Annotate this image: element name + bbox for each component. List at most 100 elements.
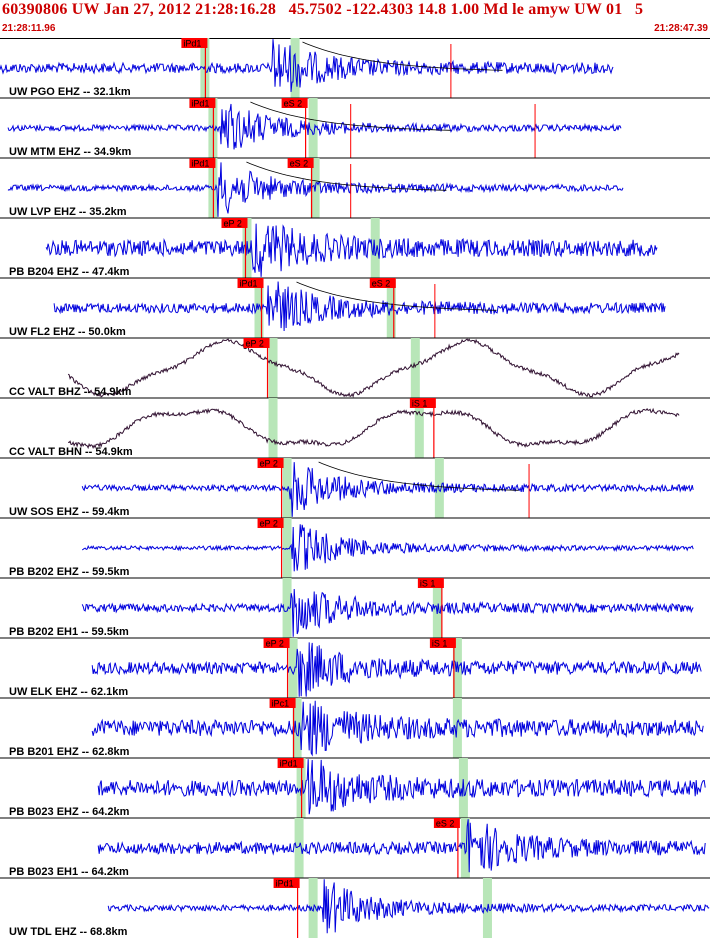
trace-row[interactable]: iPc1 PB B201 EHZ -- 62.8km: [0, 697, 710, 758]
trace-row[interactable]: eP 2 iS 1 UW ELK EHZ -- 62.1km: [0, 637, 710, 698]
pick-label: eP 2: [223, 219, 241, 229]
trace-row[interactable]: iPd1 eS 2 UW FL2 EHZ -- 50.0km: [0, 277, 710, 338]
waveform: [53, 281, 666, 332]
station-label: PB B202 EHZ -- 59.5km: [9, 566, 130, 578]
waveform: [81, 462, 694, 517]
trace-row[interactable]: iS 1 PB B202 EH1 -- 59.5km: [0, 577, 710, 638]
pick-label-box: [281, 98, 308, 108]
coda-decay-curve: [296, 281, 497, 311]
trace-row[interactable]: eS 2 PB B023 EH1 -- 64.2km: [0, 817, 710, 878]
waveform: [81, 524, 694, 572]
pick-label-box: [189, 98, 216, 108]
station-label: UW TDL EHZ -- 68.8km: [9, 926, 128, 938]
pick-label: iPd1: [191, 159, 209, 169]
time-range-end: 21:28:47.39: [654, 23, 708, 34]
pick-label-box: [221, 218, 248, 228]
trace-row[interactable]: iPd1 eS 2 UW MTM EHZ -- 34.9km: [0, 97, 710, 158]
waveform: [7, 162, 624, 217]
waveform: [7, 103, 622, 150]
phase-window-band: [414, 398, 424, 458]
phase-window-band: [290, 38, 300, 98]
waveform: [45, 223, 658, 277]
pick-label: iPd1: [183, 39, 201, 49]
trace-row[interactable]: eP 2 CC VALT BHZ -- 54.9km: [0, 337, 710, 398]
pick-label: iPc1: [272, 699, 290, 709]
waveform: [67, 338, 680, 398]
pick-label: eP 2: [246, 339, 264, 349]
pick-label: iPd1: [280, 759, 298, 769]
pick-label-box: [189, 158, 216, 168]
pick-label-box: [287, 158, 314, 168]
waveform: [91, 700, 704, 757]
waveform: [0, 39, 614, 92]
phase-window-band: [282, 458, 292, 518]
station-label: UW MTM EHZ -- 34.9km: [9, 146, 131, 158]
station-label: PB B201 EHZ -- 62.8km: [9, 746, 130, 758]
phase-window-band: [308, 98, 318, 158]
waveform: [97, 819, 706, 873]
pick-label: iPd1: [191, 99, 209, 109]
waveform: [81, 588, 694, 637]
phase-window-band: [370, 218, 380, 278]
trace-row[interactable]: iS 1 CC VALT BHN -- 54.9km: [0, 397, 710, 458]
pick-label-box: [409, 398, 436, 408]
pick-label: iS 1: [420, 579, 436, 589]
station-label: PB B204 EHZ -- 47.4km: [9, 266, 130, 278]
pick-label-box: [257, 458, 284, 468]
trace-row[interactable]: eP 2 UW SOS EHZ -- 59.4km: [0, 457, 710, 518]
pick-label-box: [433, 818, 460, 828]
station-label: UW PGO EHZ -- 32.1km: [9, 86, 131, 98]
station-label: PB B023 EH1 -- 64.2km: [9, 866, 129, 878]
phase-window-band: [308, 878, 318, 938]
phase-window-band: [292, 698, 302, 758]
pick-label-box: [243, 338, 270, 348]
pick-label-box: [277, 758, 304, 768]
coda-decay-curve: [246, 161, 447, 191]
trace-row[interactable]: iPd1 eS 2 UW LVP EHZ -- 35.2km: [0, 157, 710, 218]
pick-label: eP 2: [260, 519, 278, 529]
pick-label: eS 2: [436, 819, 455, 829]
trace-row[interactable]: iPd1 PB B023 EHZ -- 64.2km: [0, 757, 710, 818]
station-label: PB B023 EHZ -- 64.2km: [9, 806, 130, 818]
pick-label-box: [257, 518, 284, 528]
station-label: UW SOS EHZ -- 59.4km: [9, 506, 130, 518]
pick-label: iS 1: [432, 639, 448, 649]
pick-label-box: [429, 638, 456, 648]
trace-panel[interactable]: iPd1 UW PGO EHZ -- 32.1km iPd1 eS 2 UW MTM E…: [0, 38, 710, 938]
event-header: 60390806 UW Jan 27, 2012 21:28:16.28 45.…: [0, 0, 710, 39]
event-title: 60390806 UW Jan 27, 2012 21:28:16.28 45.…: [2, 1, 644, 18]
pick-label: iS 1: [412, 399, 428, 409]
pick-label-box: [263, 638, 290, 648]
pick-label: eS 2: [372, 279, 391, 289]
pick-label: eS 2: [290, 159, 309, 169]
phase-window-band: [434, 458, 444, 518]
pick-label-box: [369, 278, 396, 288]
station-label: UW FL2 EHZ -- 50.0km: [9, 326, 126, 338]
phase-window-band: [254, 278, 264, 338]
phase-window-band: [452, 698, 462, 758]
waveform: [91, 642, 702, 697]
pick-label-box: [417, 578, 444, 588]
pick-label: eP 2: [266, 639, 284, 649]
phase-window-band: [268, 338, 278, 398]
phase-window-band: [410, 338, 420, 398]
phase-window-band: [288, 638, 298, 698]
time-range-start: 21:28:11.96: [2, 23, 56, 34]
pick-label-box: [237, 278, 264, 288]
phase-window-band: [294, 818, 304, 878]
pick-label-box: [273, 878, 300, 888]
trace-row[interactable]: iPd1 UW TDL EHZ -- 68.8km: [0, 877, 710, 938]
pick-label-box: [269, 698, 296, 708]
trace-row[interactable]: eP 2 PB B202 EHZ -- 59.5km: [0, 517, 710, 578]
trace-row[interactable]: iPd1 UW PGO EHZ -- 32.1km: [0, 38, 614, 98]
phase-window-band: [282, 578, 292, 638]
phase-window-band: [282, 518, 292, 578]
phase-window-band: [460, 818, 470, 878]
pick-label: iPd1: [276, 879, 294, 889]
waveform: [67, 407, 680, 450]
coda-decay-curve: [302, 41, 503, 71]
trace-row[interactable]: eP 2 PB B204 EHZ -- 47.4km: [0, 217, 710, 278]
station-label: CC VALT BHN -- 54.9km: [9, 446, 133, 458]
waveform: [97, 759, 706, 815]
